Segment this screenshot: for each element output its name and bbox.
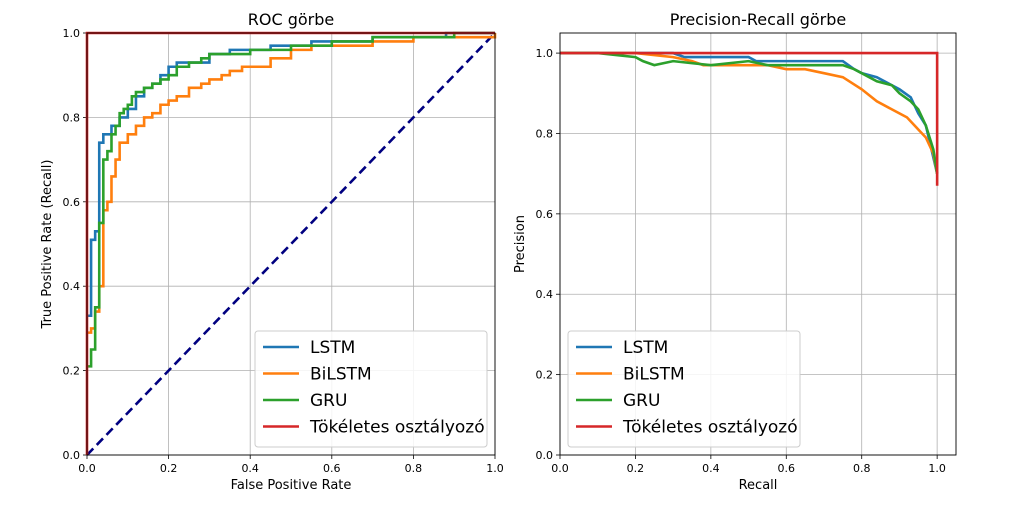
roc-x-tick-label: 0.8 — [405, 462, 423, 475]
roc-chart-title: ROC görbe — [248, 10, 335, 29]
roc-y-tick-label: 0.8 — [63, 111, 81, 124]
pr-legend-label: BiLSTM — [623, 365, 685, 385]
pr-x-axis-label: Recall — [739, 478, 778, 493]
roc-x-tick-label: 0.0 — [78, 462, 96, 475]
pr-series-line-gru — [560, 51, 939, 174]
pr-y-tick-label: 0.0 — [536, 449, 554, 462]
pr-y-tick-label: 1.0 — [536, 47, 554, 60]
pr-y-tick-label: 0.2 — [536, 369, 554, 382]
pr-y-tick-label: 0.4 — [536, 288, 554, 301]
roc-series-line-gru — [87, 31, 495, 368]
pr-x-tick-label: 0.8 — [853, 462, 871, 475]
roc-y-tick-label: 1.0 — [63, 27, 81, 40]
roc-legend-box — [254, 330, 488, 448]
roc-legend: LSTM BiLSTM GRU Tökéletes osztályozó — [254, 330, 488, 448]
roc-y-tick-label: 0.6 — [63, 196, 81, 209]
roc-y-tick-label: 0.4 — [63, 280, 81, 293]
roc-x-tick-label: 0.6 — [323, 462, 341, 475]
roc-chart-panel: 0.0 0.2 0.4 0.6 0.8 1.0 0.0 0.2 0.4 0.6 0.8 1.0 ROC … — [40, 10, 504, 493]
pr-axes-frame — [559, 32, 957, 456]
roc-series-line-bilstm — [87, 33, 497, 334]
roc-legend-label: Tökéletes osztályozó — [309, 418, 485, 438]
pr-series-line-t-k-letes-oszt-lyoz — [560, 51, 939, 186]
roc-axes-frame — [86, 32, 496, 456]
pr-x-tick-label: 1.0 — [928, 462, 946, 475]
roc-legend-label: BiLSTM — [310, 365, 372, 385]
pr-x-tick-label: 0.6 — [778, 462, 796, 475]
roc-y-tick-label: 0.2 — [63, 365, 81, 378]
pr-legend-label: Tökéletes osztályozó — [622, 418, 798, 438]
pr-chart-panel: 0.0 0.2 0.4 0.6 0.8 1.0 0.0 0.2 0.4 0.6 0.8 1.0 Prec… — [513, 10, 957, 493]
pr-legend-label: LSTM — [623, 338, 668, 358]
pr-y-tick-label: 0.6 — [536, 208, 554, 221]
pr-series-line-bilstm — [560, 51, 939, 174]
pr-x-tick-label: 0.4 — [702, 462, 720, 475]
roc-legend-label: LSTM — [310, 338, 355, 358]
roc-x-tick-label: 1.0 — [486, 462, 504, 475]
pr-y-axis-label: Precision — [513, 215, 528, 273]
roc-y-tick-label: 0.0 — [63, 449, 81, 462]
roc-x-axis-label: False Positive Rate — [231, 478, 352, 493]
roc-y-axis-label: True Positive Rate (Recall) — [40, 160, 55, 330]
pr-series-line-lstm — [560, 51, 939, 174]
pr-legend-box — [567, 330, 801, 448]
pr-y-tick-label: 0.8 — [536, 127, 554, 140]
roc-series-line-lstm — [87, 31, 495, 318]
pr-x-tick-label: 0.0 — [551, 462, 569, 475]
pr-legend: LSTM BiLSTM GRU Tökéletes osztályozó — [567, 330, 801, 448]
pr-chart-title: Precision-Recall görbe — [670, 10, 847, 29]
roc-x-tick-label: 0.4 — [241, 462, 259, 475]
roc-x-tick-label: 0.2 — [160, 462, 178, 475]
roc-legend-label: GRU — [310, 391, 347, 411]
pr-x-tick-label: 0.2 — [627, 462, 645, 475]
pr-legend-label: GRU — [623, 391, 660, 411]
